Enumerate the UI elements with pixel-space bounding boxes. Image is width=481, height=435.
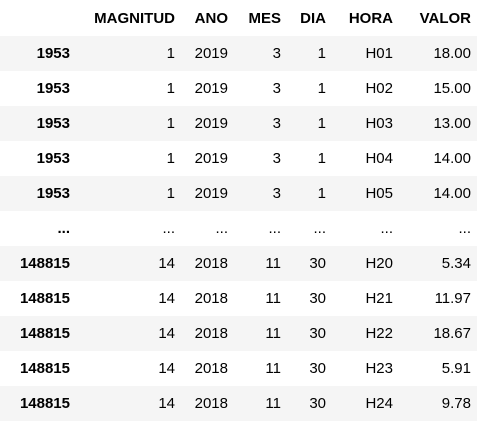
cell-mes: 3 [272, 115, 281, 132]
cell-valor: ... [458, 220, 471, 237]
row-index: ... [57, 220, 70, 237]
cell-magnitud: 1 [166, 185, 175, 202]
header-row: MAGNITUD ANO MES DIA HORA VALOR [0, 0, 477, 36]
cell-mes: 3 [272, 80, 281, 97]
cell-hora: H24 [365, 395, 393, 412]
column-header-mes: MES [248, 9, 281, 27]
cell-dia: 1 [317, 150, 326, 167]
cell-mes: 11 [265, 325, 281, 342]
cell-valor: 18.67 [433, 325, 471, 342]
cell-mes: 3 [272, 45, 281, 62]
index-header [0, 0, 76, 36]
table-row: 148815 14 2018 11 30 H23 5.91 [0, 351, 477, 386]
cell-mes: 3 [272, 150, 281, 167]
cell-dia: 30 [309, 360, 326, 377]
cell-dia: ... [313, 220, 326, 237]
cell-valor: 15.00 [433, 80, 471, 97]
cell-valor: 5.34 [441, 255, 471, 272]
row-index: 1953 [36, 45, 70, 62]
cell-dia: 1 [317, 115, 326, 132]
cell-ano: 2018 [194, 395, 228, 412]
cell-mes: 11 [265, 255, 281, 272]
cell-dia: 1 [317, 80, 326, 97]
cell-mes: ... [268, 220, 281, 237]
cell-ano: 2019 [194, 185, 228, 202]
cell-magnitud: 1 [166, 45, 175, 62]
cell-magnitud: 14 [158, 325, 175, 342]
table-row: 148815 14 2018 11 30 H21 11.97 [0, 281, 477, 316]
table-row: 1953 1 2019 3 1 H03 13.00 [0, 106, 477, 141]
cell-hora: H02 [365, 80, 393, 97]
cell-hora: H23 [365, 360, 393, 377]
cell-magnitud: 1 [166, 150, 175, 167]
cell-magnitud: 14 [158, 395, 175, 412]
row-index: 148815 [19, 360, 70, 377]
column-header-magnitud: MAGNITUD [94, 9, 175, 27]
table-row: 1953 1 2019 3 1 H05 14.00 [0, 176, 477, 211]
cell-magnitud: 14 [158, 290, 175, 307]
table-row: 148815 14 2018 11 30 H24 9.78 [0, 386, 477, 421]
cell-hora: H05 [365, 185, 393, 202]
cell-dia: 30 [309, 255, 326, 272]
row-index: 148815 [19, 290, 70, 307]
row-index: 148815 [19, 395, 70, 412]
table-row: 1953 1 2019 3 1 H02 15.00 [0, 71, 477, 106]
cell-valor: 14.00 [433, 150, 471, 167]
cell-ano: 2018 [194, 360, 228, 377]
table-row: 1953 1 2019 3 1 H01 18.00 [0, 36, 477, 71]
cell-ano: 2018 [194, 290, 228, 307]
cell-hora: H03 [365, 115, 393, 132]
row-index: 1953 [36, 80, 70, 97]
column-header-dia: DIA [300, 9, 326, 27]
row-index: 1953 [36, 185, 70, 202]
cell-mes: 11 [265, 290, 281, 307]
cell-hora: ... [380, 220, 393, 237]
table-body: 1953 1 2019 3 1 H01 18.00 1953 1 2019 3 1 H02 15.00 19… [0, 36, 477, 421]
cell-magnitud: 14 [158, 360, 175, 377]
cell-valor: 14.00 [433, 185, 471, 202]
cell-magnitud: 1 [166, 115, 175, 132]
row-index: 148815 [19, 325, 70, 342]
cell-valor: 5.91 [441, 360, 471, 377]
cell-dia: 1 [317, 45, 326, 62]
cell-magnitud: ... [162, 220, 175, 237]
cell-magnitud: 14 [158, 255, 175, 272]
cell-ano: 2019 [194, 150, 228, 167]
row-index: 148815 [19, 255, 70, 272]
cell-dia: 30 [309, 325, 326, 342]
cell-dia: 30 [309, 395, 326, 412]
cell-valor: 18.00 [433, 45, 471, 62]
cell-ano: ... [215, 220, 228, 237]
cell-dia: 1 [317, 185, 326, 202]
cell-hora: H22 [365, 325, 393, 342]
cell-valor: 13.00 [433, 115, 471, 132]
table-row: 148815 14 2018 11 30 H20 5.34 [0, 246, 477, 281]
table-row: 1953 1 2019 3 1 H04 14.00 [0, 141, 477, 176]
cell-mes: 3 [272, 185, 281, 202]
table-header: MAGNITUD ANO MES DIA HORA VALOR [0, 0, 477, 36]
cell-ano: 2019 [194, 115, 228, 132]
cell-mes: 11 [265, 360, 281, 377]
row-index: 1953 [36, 150, 70, 167]
cell-magnitud: 1 [166, 80, 175, 97]
cell-mes: 11 [265, 395, 281, 412]
dataframe-table: MAGNITUD ANO MES DIA HORA VALOR 1953 1 201… [0, 0, 477, 421]
cell-hora: H20 [365, 255, 393, 272]
column-header-valor: VALOR [419, 9, 471, 27]
cell-hora: H21 [365, 290, 393, 307]
cell-hora: H01 [365, 45, 393, 62]
cell-dia: 30 [309, 290, 326, 307]
cell-valor: 9.78 [441, 395, 471, 412]
column-header-hora: HORA [348, 9, 393, 27]
cell-ano: 2018 [194, 255, 228, 272]
cell-hora: H04 [365, 150, 393, 167]
cell-valor: 11.97 [434, 290, 471, 307]
cell-ano: 2018 [194, 325, 228, 342]
cell-ano: 2019 [194, 45, 228, 62]
table-row: ..................... [0, 211, 477, 246]
row-index: 1953 [36, 115, 70, 132]
cell-ano: 2019 [194, 80, 228, 97]
column-header-ano: ANO [194, 9, 228, 27]
table-row: 148815 14 2018 11 30 H22 18.67 [0, 316, 477, 351]
